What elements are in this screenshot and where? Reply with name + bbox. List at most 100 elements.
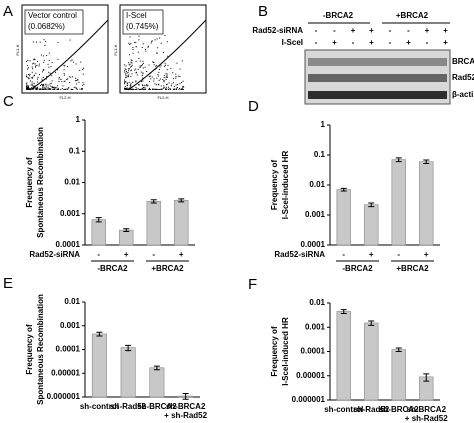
dot bbox=[139, 67, 141, 69]
dot bbox=[83, 83, 85, 85]
dot bbox=[42, 85, 44, 87]
dot bbox=[157, 75, 159, 77]
dot bbox=[137, 88, 139, 90]
dot bbox=[163, 77, 165, 79]
dot bbox=[36, 88, 38, 90]
x-tick-label: sh-BRCA2 + sh-Rad52 bbox=[164, 402, 207, 420]
dot bbox=[176, 87, 178, 89]
dot bbox=[43, 61, 45, 63]
dot bbox=[126, 83, 128, 85]
row-label: Rad52-siRNA bbox=[29, 250, 80, 259]
dot bbox=[82, 82, 84, 84]
dot bbox=[166, 41, 168, 43]
dot bbox=[66, 88, 68, 90]
dot bbox=[141, 81, 143, 83]
dot bbox=[42, 87, 44, 89]
dot bbox=[29, 80, 31, 82]
sign: - bbox=[389, 26, 392, 35]
dot bbox=[33, 88, 35, 90]
dot bbox=[28, 77, 30, 79]
dot bbox=[166, 76, 168, 78]
dot bbox=[125, 77, 127, 79]
dot bbox=[136, 74, 138, 76]
dot bbox=[67, 88, 69, 90]
dot bbox=[75, 77, 77, 79]
dot bbox=[33, 59, 35, 61]
dot bbox=[180, 88, 182, 90]
dot bbox=[69, 82, 71, 84]
dot bbox=[137, 68, 139, 70]
dot bbox=[180, 81, 182, 83]
dot bbox=[165, 73, 167, 75]
dot bbox=[135, 88, 137, 90]
sign: + bbox=[332, 38, 337, 47]
dot bbox=[26, 82, 28, 84]
dot bbox=[70, 60, 72, 62]
dot bbox=[176, 62, 178, 64]
dot bbox=[126, 84, 128, 86]
y-tick-label: 0.0001 bbox=[301, 347, 326, 356]
error-bar bbox=[150, 199, 157, 204]
dot bbox=[150, 78, 152, 80]
dot bbox=[167, 86, 169, 88]
legend-box bbox=[122, 9, 164, 35]
dot bbox=[67, 87, 69, 89]
dot bbox=[164, 35, 166, 37]
dot bbox=[144, 88, 146, 90]
dot bbox=[124, 79, 126, 81]
dot bbox=[151, 40, 153, 42]
dot bbox=[34, 74, 36, 76]
dot bbox=[165, 88, 167, 90]
dot bbox=[142, 73, 144, 75]
error-bar bbox=[368, 202, 375, 208]
dot bbox=[75, 86, 77, 88]
dot bbox=[82, 67, 84, 69]
dot bbox=[175, 73, 177, 75]
dot bbox=[43, 84, 45, 86]
dot bbox=[45, 86, 47, 88]
dot bbox=[135, 60, 137, 62]
dot bbox=[148, 88, 150, 90]
dot bbox=[31, 81, 33, 83]
dot bbox=[27, 87, 29, 89]
dot bbox=[27, 86, 29, 88]
dot bbox=[130, 69, 132, 71]
dot bbox=[135, 88, 137, 90]
dot bbox=[135, 72, 137, 74]
flow-percent: (0.745%) bbox=[126, 22, 159, 31]
dot bbox=[140, 71, 142, 73]
dot bbox=[54, 88, 56, 90]
dot bbox=[141, 47, 143, 49]
dot bbox=[45, 78, 47, 80]
dot bbox=[157, 83, 159, 85]
dot bbox=[166, 83, 168, 85]
dot bbox=[130, 84, 132, 86]
dot bbox=[51, 86, 53, 88]
dot bbox=[165, 86, 167, 88]
panel-label: A bbox=[3, 3, 13, 20]
dot bbox=[124, 83, 126, 85]
dot bbox=[32, 41, 34, 43]
dot bbox=[26, 85, 28, 87]
dot bbox=[126, 76, 128, 78]
dot bbox=[63, 74, 65, 76]
band-label: β-actin bbox=[452, 90, 474, 99]
dot bbox=[149, 87, 151, 89]
sign: - bbox=[315, 26, 318, 35]
dot bbox=[42, 76, 44, 78]
dot bbox=[178, 88, 180, 90]
dot bbox=[66, 66, 68, 68]
dot bbox=[135, 68, 137, 70]
dot bbox=[158, 65, 160, 67]
dot bbox=[81, 89, 83, 90]
dot bbox=[43, 39, 45, 41]
sign: - bbox=[407, 26, 410, 35]
dot bbox=[48, 87, 50, 89]
dot bbox=[129, 43, 131, 45]
x-tick-label: - bbox=[152, 250, 155, 259]
bar bbox=[419, 161, 434, 246]
dot bbox=[29, 73, 31, 75]
dot bbox=[128, 70, 130, 72]
dot bbox=[68, 76, 70, 78]
